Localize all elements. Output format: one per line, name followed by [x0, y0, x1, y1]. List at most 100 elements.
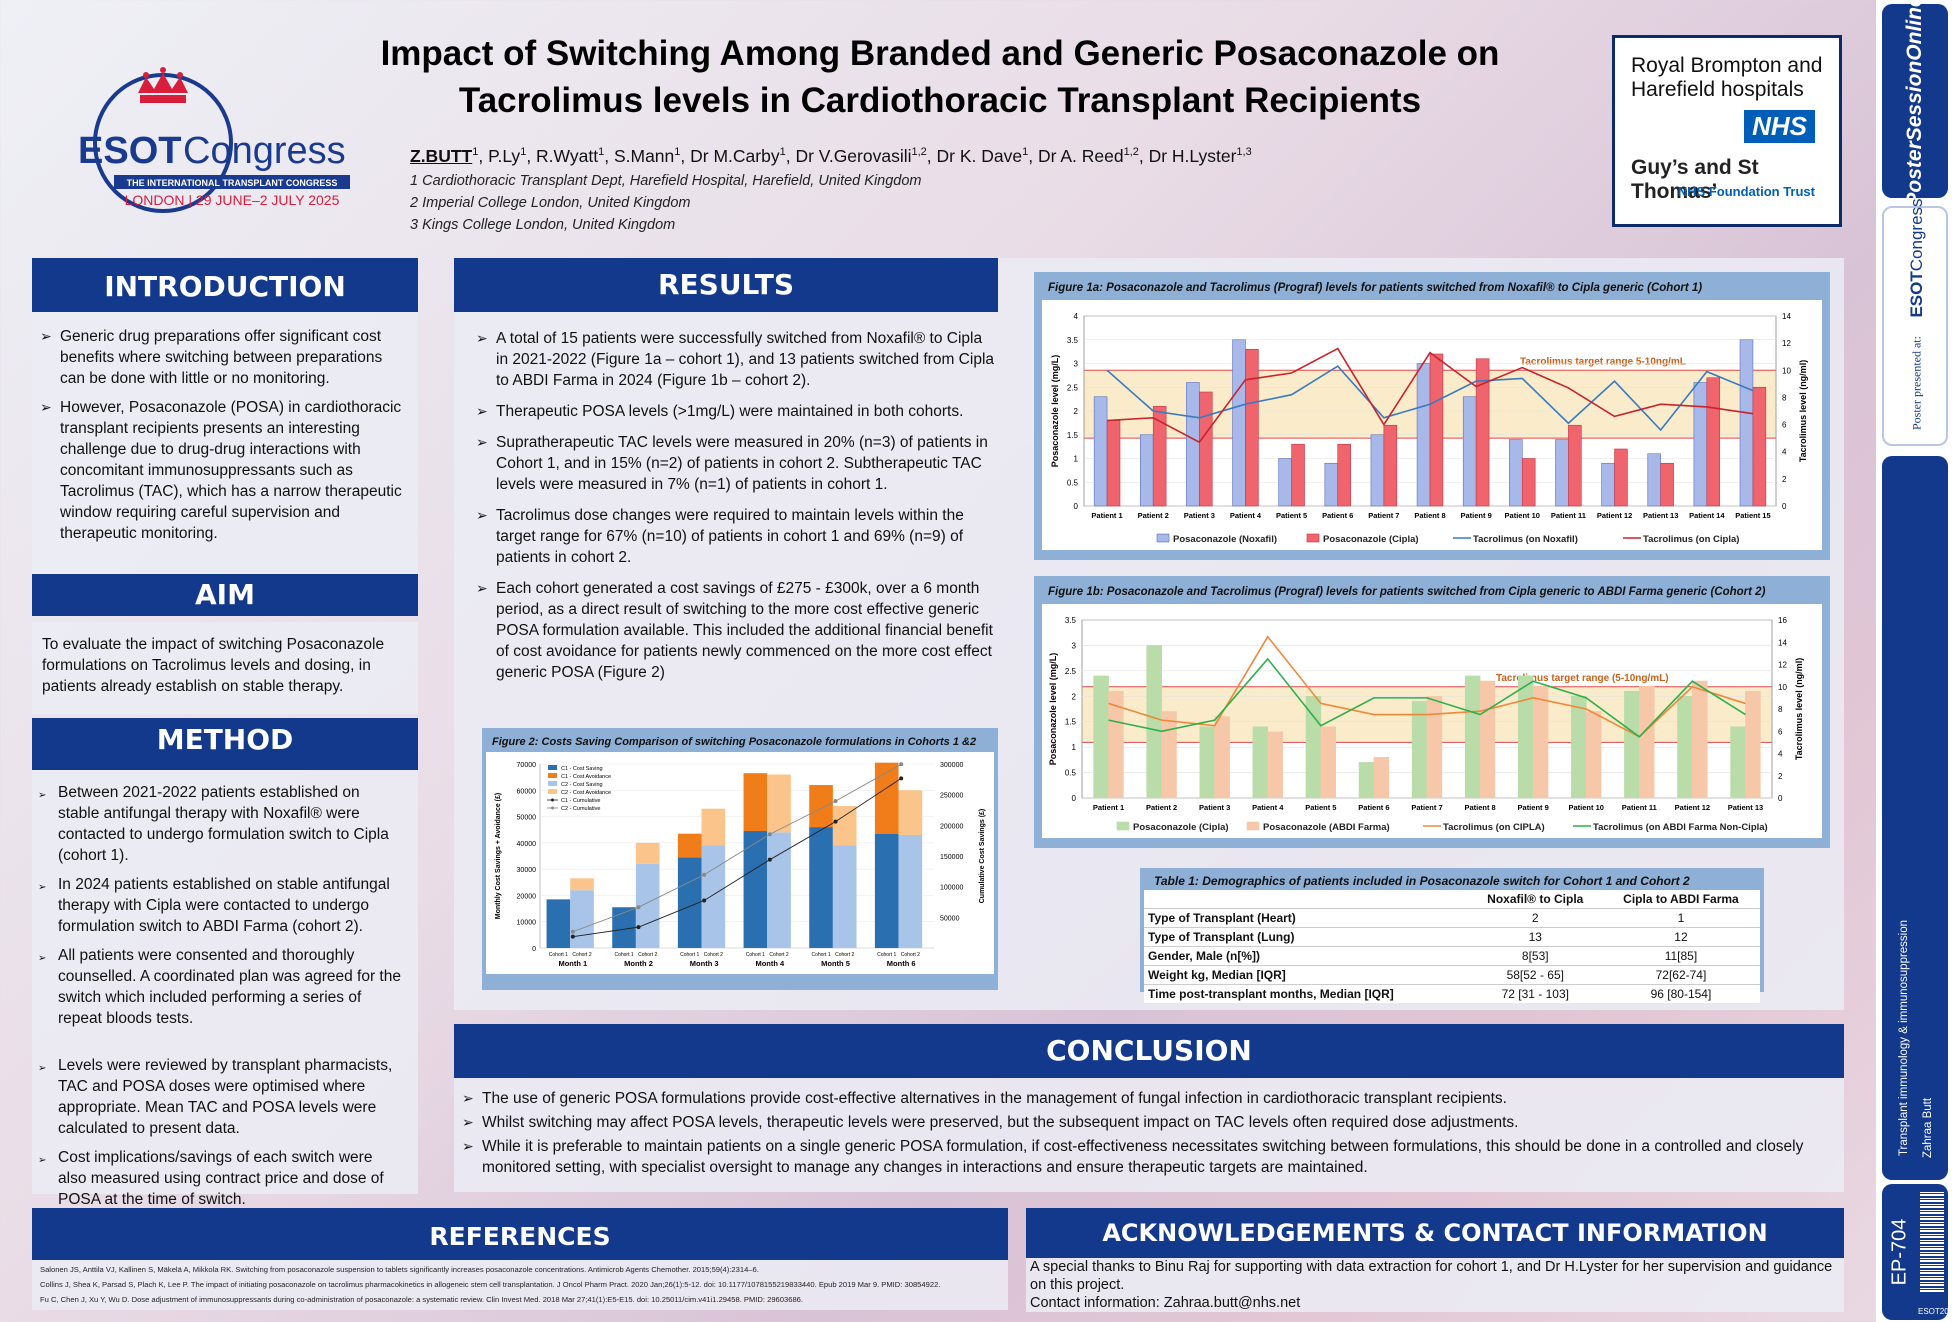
- list-item: Between 2021-2022 patients established o…: [38, 782, 404, 866]
- y2-tick-label: 200000: [940, 823, 963, 830]
- x-tick-label: Patient 8: [1414, 511, 1445, 520]
- x-subtick-label: Cohort 1: [746, 952, 765, 958]
- legend-swatch: [551, 798, 554, 802]
- reference-item: Fu C, Chen J, Xu Y, Wu D. Dose adjustmen…: [40, 1295, 804, 1304]
- author-affiliation-sup: 1: [674, 146, 681, 159]
- author-affiliation-sup: 1: [779, 146, 786, 159]
- table-row: Type of Transplant (Lung) 13 12: [1144, 927, 1760, 947]
- bar: [1521, 458, 1536, 507]
- list-item: A total of 15 patients were successfully…: [476, 328, 996, 391]
- x-tick-label: Patient 11: [1622, 803, 1657, 812]
- y-tick-label: 0: [1074, 502, 1079, 511]
- aim-heading: AIM: [32, 574, 418, 616]
- x-subtick-label: Cohort 2: [769, 952, 788, 958]
- legend-label: Posaconazole (ABDI Farma): [1263, 822, 1390, 833]
- x-tick-label: Patient 7: [1411, 803, 1442, 812]
- bar: [1462, 396, 1477, 507]
- bar: [1479, 680, 1496, 799]
- y2-tick-label: 6: [1782, 421, 1787, 430]
- legend-swatch: [551, 806, 554, 810]
- bar: [1370, 434, 1385, 507]
- table-cell: 72[62-74]: [1601, 965, 1760, 985]
- table-cell: Gender, Male (n[%]): [1144, 946, 1469, 966]
- y2-tick-label: 14: [1782, 312, 1791, 321]
- method-panel: Between 2021-2022 patients established o…: [32, 770, 418, 1208]
- y-tick-label: 20000: [517, 893, 537, 900]
- bar: [1639, 685, 1655, 799]
- legend-label: Posaconazole (Cipla): [1323, 534, 1419, 545]
- author-name: , S.Mann: [604, 146, 675, 166]
- y-tick-label: 3.5: [1067, 336, 1079, 345]
- y2-tick-label: 16: [1778, 616, 1787, 625]
- list-item: While it is preferable to maintain patie…: [462, 1136, 1824, 1178]
- poster-title: Impact of Switching Among Branded and Ge…: [330, 30, 1550, 124]
- author-affiliation-sup: 1: [1022, 146, 1029, 159]
- demographics-table: Noxafil® to Cipla Cipla to ABDI Farma Ty…: [1144, 890, 1760, 1003]
- author-name: , Dr K. Dave: [926, 146, 1023, 166]
- aim-text: To evaluate the impact of switching Posa…: [32, 622, 418, 714]
- legend-swatch: [1306, 533, 1320, 543]
- bar: [832, 845, 857, 948]
- legend-swatch: [1246, 821, 1260, 831]
- y2-tick-label: 8: [1782, 393, 1787, 402]
- bar: [1532, 685, 1549, 799]
- bar: [570, 890, 594, 948]
- affiliation-2: 2 Imperial College London, United Kingdo…: [410, 195, 691, 211]
- contact-info[interactable]: Contact information: Zahraa.butt@nhs.net: [1030, 1295, 1301, 1311]
- cumulative-line: [572, 763, 902, 933]
- list-item: All patients were consented and thorough…: [38, 945, 404, 1029]
- list-item: Levels were reviewed by transplant pharm…: [38, 1055, 404, 1139]
- rbh-line-2: Harefield hospitals: [1631, 78, 1804, 101]
- target-range-label: Tacrolimus target range 5-10ng/mL: [1520, 356, 1686, 367]
- y2-tick-label: 2: [1778, 772, 1783, 781]
- y2-tick-label: 300000: [940, 762, 963, 769]
- x-tick-label: Patient 5: [1276, 511, 1307, 520]
- bar: [1252, 726, 1269, 799]
- figure-1a: Figure 1a: Posaconazole and Tacrolimus (…: [1034, 272, 1830, 560]
- table-cell: 12: [1601, 927, 1760, 947]
- rbh-nhs-logo: Royal Brompton and Harefield hospitals N…: [1612, 35, 1842, 227]
- table-cell: 13: [1468, 927, 1602, 947]
- esot-tagline: THE INTERNATIONAL TRANSPLANT CONGRESS: [127, 178, 338, 188]
- table-1: Table 1: Demographics of patients includ…: [1140, 868, 1764, 1003]
- y2-tick-label: 4: [1782, 448, 1787, 457]
- x-tick-label: Patient 2: [1138, 511, 1169, 520]
- gst-name: Guy’s and St Thomas’: [1631, 156, 1759, 203]
- affiliation-1: 1 Cardiothoracic Transplant Dept, Harefi…: [410, 173, 922, 189]
- bar: [767, 774, 791, 833]
- y2-axis-label: Cumulative Cost Savings (£): [979, 809, 986, 904]
- y2-tick-label: 150000: [940, 854, 963, 861]
- y-tick-label: 40000: [517, 841, 537, 848]
- reference-item: Collins J, Shea K, Parsad S, Plach K, Le…: [40, 1280, 941, 1289]
- y-tick-label: 0.5: [1065, 769, 1077, 778]
- bar: [1245, 348, 1259, 507]
- bar: [1752, 386, 1767, 507]
- table-cell: Weight kg, Median [IQR]: [1144, 965, 1469, 985]
- table-cell: 8[53]: [1468, 946, 1602, 966]
- table-cell: 72 [31 - 103]: [1468, 984, 1602, 1003]
- y2-axis-label: Tacrolimus level (ng/ml): [1798, 360, 1808, 462]
- x-tick-label: Patient 9: [1461, 511, 1492, 520]
- bar: [1278, 458, 1292, 507]
- title-line-2: Tacrolimus levels in Cardiothoracic Tran…: [458, 81, 1422, 120]
- x-tick-label: Patient 4: [1252, 803, 1284, 812]
- bar: [743, 831, 768, 948]
- x-tick-label: Patient 3: [1184, 511, 1215, 520]
- table-header: Noxafil® to Cipla: [1468, 890, 1602, 909]
- bar: [832, 806, 857, 846]
- esot-location: LONDON | 29 JUNE–2 JULY 2025: [125, 192, 340, 208]
- y-axis-label: Posaconazole level (mg/L): [1050, 355, 1060, 468]
- y-tick-label: 0: [532, 946, 536, 953]
- list-item: However, Posaconazole (POSA) in cardioth…: [40, 397, 402, 544]
- conclusion-panel: The use of generic POSA formulations pro…: [454, 1078, 1844, 1192]
- table-row: Type of Transplant (Heart) 2 1: [1144, 908, 1760, 928]
- x-subtick-label: Cohort 2: [901, 952, 920, 958]
- figure-2-chart: 0 10000 20000 30000 40000 50000 60000 70000 5000…: [495, 762, 986, 968]
- author-affiliation-sup: 1: [520, 146, 527, 159]
- esot-congress-logo: ESOT Congress THE INTERNATIONAL TRANSPLA…: [48, 55, 358, 215]
- affiliation-3: 3 Kings College London, United Kingdom: [410, 217, 676, 233]
- figure-1a-chart: Tacrolimus target range 5-10ng/mL 0 0.5 1 1.…: [1050, 312, 1808, 545]
- figure-1a-title: Figure 1a: Posaconazole and Tacrolimus (…: [1048, 282, 1703, 294]
- bar: [898, 790, 923, 835]
- reference-item: Salonen JS, Anttila VJ, Kallinen S, Mäke…: [40, 1265, 759, 1274]
